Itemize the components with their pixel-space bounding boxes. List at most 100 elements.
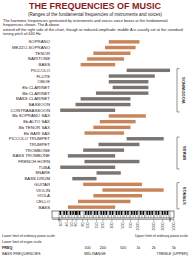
white-key-divider [96, 211, 97, 218]
x-tick-label: 60 [74, 223, 78, 227]
white-key-divider [78, 211, 79, 218]
x-tick [87, 220, 88, 222]
white-key-divider [108, 211, 109, 218]
category-label: BASS TROMBONE [13, 153, 51, 158]
category-label: VIOLIN [36, 188, 50, 193]
white-key-divider [126, 211, 127, 218]
category-label: SOPRANO [29, 39, 51, 44]
range-bar [72, 177, 96, 180]
white-key-divider [99, 211, 100, 218]
white-key-divider [61, 211, 62, 218]
black-key [121, 211, 122, 215]
black-key [146, 211, 147, 215]
category-label: Bb SOPRANO SAX [12, 113, 50, 118]
white-key-divider [139, 211, 140, 218]
x-tick-label: 100 [86, 223, 90, 229]
x-tick-label: 80 [81, 223, 85, 227]
annotation: Upper limit of ordinary piano scale [135, 234, 188, 238]
piano [52, 211, 174, 218]
black-key [76, 211, 77, 215]
x-tick [174, 220, 175, 222]
white-key-divider [157, 211, 158, 218]
band-label: BASS FREQUENCIES [2, 252, 41, 256]
range-bar [84, 160, 139, 163]
range-bar [60, 109, 115, 112]
category-label: TRUMPET [29, 142, 50, 147]
range-bar [76, 103, 131, 106]
black-key [90, 211, 91, 215]
range-bar [93, 194, 142, 197]
white-key-divider [163, 211, 164, 218]
x-tick [138, 220, 139, 222]
black-key [106, 211, 107, 215]
white-key-divider [67, 211, 68, 218]
group-label: BRASS [182, 146, 187, 160]
category-label: SNARE [35, 170, 50, 175]
x-tick [123, 220, 124, 222]
x-tick [60, 220, 61, 222]
x-tick-label: 30 [59, 223, 63, 227]
category-label: VIOLA [37, 193, 50, 198]
range-bar [81, 63, 116, 66]
white-key-divider [98, 211, 99, 218]
description: extend off the right side of the chart, … [3, 27, 183, 37]
x-tick-label: 3000 [161, 223, 165, 231]
white-key-divider [159, 211, 160, 218]
range-bar [93, 126, 130, 129]
black-key [158, 211, 159, 215]
white-key-divider [117, 211, 118, 218]
group-bracket [177, 137, 180, 169]
white-key-divider [104, 211, 105, 218]
black-key [72, 211, 73, 215]
group-bracket [177, 183, 180, 209]
white-key-divider [148, 211, 149, 218]
white-key-divider [71, 211, 72, 218]
white-key-divider [154, 211, 155, 218]
category-label: MEZZO-SOPRANO [12, 45, 51, 50]
x-tick-label: 700 [129, 223, 133, 229]
black-key [125, 211, 126, 215]
x-tick [67, 220, 68, 222]
white-key-divider [153, 211, 154, 218]
black-key [60, 211, 61, 215]
range-bar [87, 57, 124, 60]
white-key-divider [115, 211, 116, 218]
category-label: Eb BARI SAX [24, 131, 50, 136]
white-key-divider [92, 211, 93, 218]
category-label: Eb ALTO SAX [23, 119, 50, 124]
black-key [97, 211, 98, 215]
black-key [127, 211, 128, 215]
category-label: BASSOON [29, 102, 50, 107]
black-key [116, 211, 117, 215]
range-bar [83, 148, 124, 151]
x-tick-label: 500 [121, 223, 125, 229]
x-tick [82, 220, 83, 222]
category-label: TROMBONE [25, 148, 50, 153]
white-key-divider [62, 211, 63, 218]
x-tick-label: 40 [65, 223, 69, 227]
black-key [66, 211, 67, 215]
x-tick [130, 220, 131, 222]
range-bar [102, 188, 163, 191]
white-key-divider [122, 211, 123, 218]
range-bar [100, 120, 136, 123]
range-bar [84, 131, 124, 134]
black-key [103, 211, 104, 215]
piano-keys [59, 211, 170, 218]
black-key [134, 211, 135, 215]
black-key [112, 211, 113, 215]
white-key-divider [69, 211, 70, 218]
white-key-divider [107, 211, 108, 218]
category-label: BASS [39, 205, 51, 210]
black-key [94, 211, 95, 215]
black-key [167, 211, 168, 215]
white-key-divider [76, 211, 77, 218]
subtitle: (Ranges of the fundamental frequencies o… [28, 12, 162, 17]
x-tick-label: 5000 [172, 223, 176, 231]
freq-row-label: 500 [120, 246, 126, 250]
black-key [63, 211, 64, 215]
black-key [136, 211, 137, 215]
category-label: PICCOLO [31, 68, 51, 73]
white-key-divider [144, 211, 145, 218]
x-tick [153, 220, 154, 222]
